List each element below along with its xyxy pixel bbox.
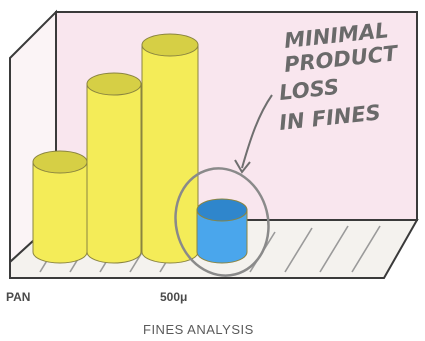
bars-group — [32, 33, 248, 264]
bar-4 — [196, 209, 248, 264]
x-axis-label: FINES ANALYSIS — [143, 322, 254, 337]
annotation-arrow — [241, 94, 273, 169]
bar-1 — [32, 161, 88, 264]
bar-top-4 — [196, 198, 248, 222]
bar-2 — [86, 83, 142, 264]
tick-label-500mu: 500μ — [160, 290, 187, 304]
annotation-arrowhead — [234, 159, 251, 174]
bar-top-3 — [141, 33, 199, 57]
bar-top-1 — [32, 150, 88, 174]
bar-top-2 — [86, 72, 142, 96]
bar-3 — [141, 44, 199, 264]
tick-label-pan: PAN — [6, 290, 30, 304]
annotation-circle — [174, 167, 270, 277]
